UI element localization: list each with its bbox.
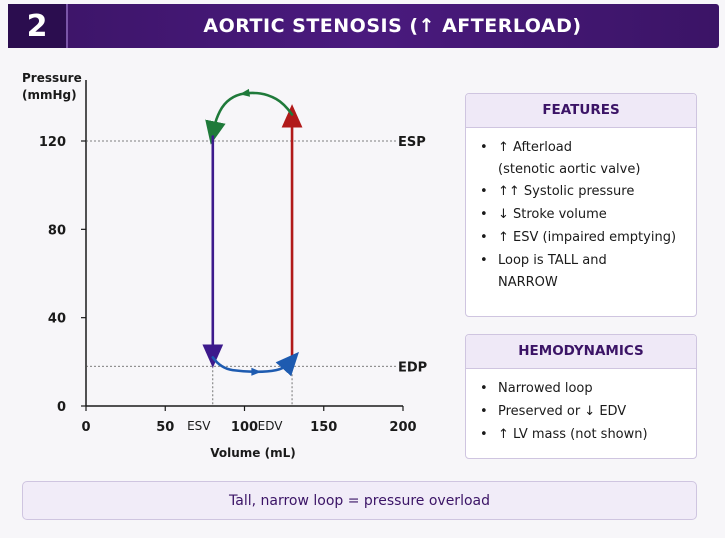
list-item-text: Narrowed loop [498,381,593,396]
esv-label: ESV [187,419,211,433]
summary-text: Tall, narrow loop = pressure overload [229,492,490,509]
list-item-subtext: (stenotic aortic valve) [498,162,641,177]
list-item: ↑ Afterload (stenotic aortic valve) [480,136,682,180]
list-item: Narrowed loop [480,377,682,400]
pv-loop [202,88,303,377]
list-item-text: ↓ Stroke volume [498,207,607,222]
y-tick-label: 40 [48,312,66,327]
x-tick-label: 200 [389,420,416,435]
loop-segment-ejection [205,91,294,145]
x-axis-label: Volume (mL) [210,446,295,460]
list-item-subtext: NARROW [498,275,558,290]
chart-axes: 0 50 100 150 200 0 40 80 120 [39,80,417,435]
figure-number: 2 [8,4,68,48]
pv-loop-chart: Pressure (mmHg) 0 50 100 150 200 0 40 80 120 ESP… [22,71,427,460]
loop-direction-arrow [251,367,262,376]
x-tick-label: 50 [156,420,174,435]
list-item: ↑ ESV (impaired emptying) [480,226,682,249]
chart-annotations: ESP EDP ESV EDV [187,135,427,433]
edp-label: EDP [398,360,427,375]
loop-direction-arrow [239,88,251,97]
list-item: Loop is TALL and NARROW [480,249,682,293]
list-item-text: Preserved or ↓ EDV [498,404,627,419]
y-axis-label-line1: Pressure [22,71,82,85]
list-item-text: ↑ ESV (impaired emptying) [498,230,677,245]
y-tick-label: 0 [57,400,66,415]
y-tick-label: 120 [39,135,66,150]
header-banner: 2 AORTIC STENOSIS (↑ AFTERLOAD) [8,4,719,48]
hemodynamics-list: Narrowed loop Preserved or ↓ EDV ↑ LV ma… [466,369,696,452]
edv-label: EDV [258,419,284,433]
page-title: AORTIC STENOSIS (↑ AFTERLOAD) [203,15,582,37]
features-panel: FEATURES ↑ Afterload (stenotic aortic val… [465,93,697,317]
x-tick-label: 150 [310,420,337,435]
esp-label: ESP [398,135,426,150]
summary-footer: Tall, narrow loop = pressure overload [22,481,697,520]
hemodynamics-title: HEMODYNAMICS [466,335,696,369]
chart-guide-lines [86,140,398,406]
y-axis-label-line2: (mmHg) [22,88,77,102]
x-tick-label: 0 [81,420,90,435]
y-tick-label: 80 [48,223,66,238]
list-item-text: ↑ Afterload [498,140,573,155]
list-item: ↑ LV mass (not shown) [480,423,682,446]
list-item-text: Loop is TALL and [498,253,607,268]
list-item-text: ↑↑ Systolic pressure [498,184,635,199]
features-list: ↑ Afterload (stenotic aortic valve) ↑↑ Sy… [466,128,696,299]
list-item: ↑↑ Systolic pressure [480,180,682,203]
list-item-text: ↑ LV mass (not shown) [498,427,648,442]
hemodynamics-panel: HEMODYNAMICS Narrowed loop Preserved or … [465,334,697,459]
list-item: ↓ Stroke volume [480,203,682,226]
x-tick-label: 100 [231,420,258,435]
list-item: Preserved or ↓ EDV [480,400,682,423]
features-title: FEATURES [466,94,696,128]
